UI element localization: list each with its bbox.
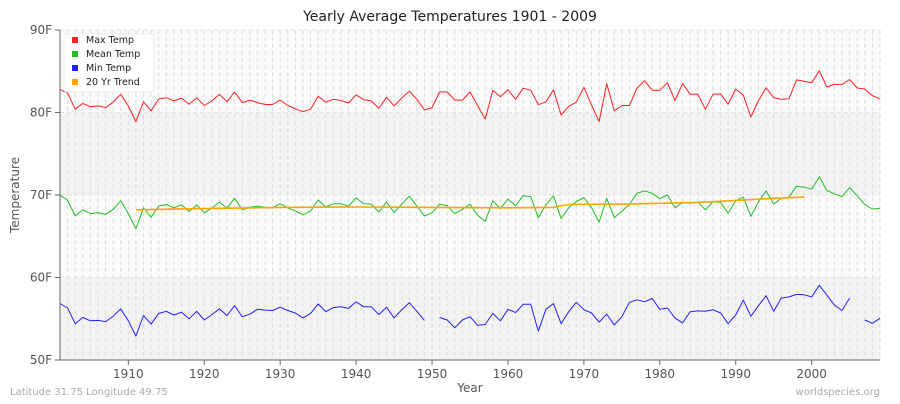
footer-location: Latitude 31.75 Longitude 49.75 [10,387,168,398]
y-tick-label: 50F [30,353,52,367]
legend-label-mean-temp: Mean Temp [86,49,140,60]
x-axis-label: Year [456,381,482,395]
legend-swatch-mean-temp [72,51,78,57]
series-lines [59,70,881,337]
x-tick-label: 1950 [417,367,448,381]
x-tick-label: 1980 [645,367,676,381]
axes: 50F 60F 70F 80F 90F 1910 1920 1930 1940 1950 1960 1… [30,23,880,381]
legend-swatch-min-temp [72,65,78,71]
x-tick-label: 1920 [189,367,220,381]
legend-label-min-temp: Min Temp [86,63,131,74]
x-tick-label: 1990 [720,367,751,381]
x-tick-label: 1910 [113,367,144,381]
series-line-20-yr-trend [135,196,805,211]
x-tick-label: 1940 [341,367,372,381]
legend: Max Temp Mean Temp Min Temp 20 Yr Trend [63,33,155,93]
y-tick-label: 80F [30,106,52,120]
series-line-mean-temp [59,176,881,230]
grid-lines [59,29,881,361]
y-tick-label: 70F [30,188,52,202]
x-tick-label: 1960 [493,367,524,381]
x-tick-label: 2000 [796,367,827,381]
y-tick-label: 60F [30,271,52,285]
legend-box [63,33,155,93]
legend-swatch-max-temp [72,37,78,43]
y-axis-label: Temperature [8,157,22,234]
series-line-min-temp [59,284,881,337]
series-line-max-temp [59,70,881,123]
plot-band [60,112,880,195]
x-tick-label: 1970 [569,367,600,381]
y-tick-label: 90F [30,23,52,37]
legend-swatch-20-yr-trend [72,79,78,85]
x-tick-label: 1930 [265,367,296,381]
plot-band [60,30,880,113]
legend-label-max-temp: Max Temp [86,35,134,46]
footer-source: worldspecies.org [796,387,880,398]
legend-label-20-yr-trend: 20 Yr Trend [86,77,140,88]
chart-title: Yearly Average Temperatures 1901 - 2009 [302,9,597,25]
